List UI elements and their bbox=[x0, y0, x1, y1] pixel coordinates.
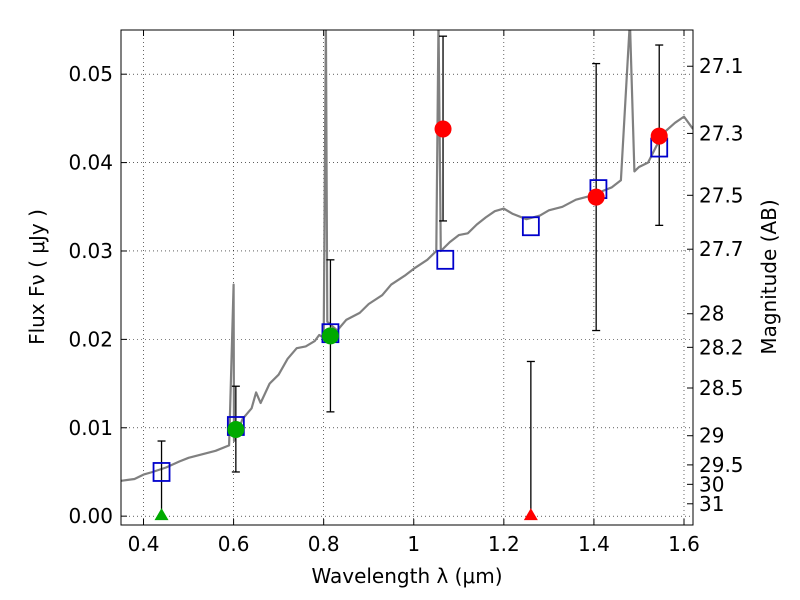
x-axis-label: Wavelength λ (μm) bbox=[311, 564, 502, 588]
right-tick-label: 27.5 bbox=[699, 183, 744, 207]
y-tick-label: 0.05 bbox=[68, 62, 113, 86]
y-tick-label: 0.00 bbox=[68, 504, 113, 528]
model-photometry-square bbox=[436, 249, 455, 270]
grid bbox=[121, 30, 693, 525]
right-tick-label: 27.3 bbox=[699, 121, 744, 145]
x-tick-label: 0.6 bbox=[218, 532, 250, 556]
ticks-layer: 0.4 0.6 0.8 1 1.2 1.4 1.6 0.00 0.01 0.02 0.03 0.04 0… bbox=[68, 30, 744, 556]
model-photometry-square bbox=[521, 216, 540, 237]
marker-layer bbox=[152, 120, 669, 521]
upper-limit-marker bbox=[154, 508, 169, 521]
y-tick-label: 0.02 bbox=[68, 327, 113, 351]
y-tick-label: 0.04 bbox=[68, 151, 113, 175]
model-photometry-square bbox=[152, 462, 171, 482]
right-axis-label: Magnitude (AB) bbox=[757, 199, 781, 354]
right-tick-label: 28 bbox=[699, 302, 724, 326]
x-tick-label: 1 bbox=[407, 532, 420, 556]
plot-area bbox=[121, 30, 693, 525]
photometry-point bbox=[650, 127, 668, 145]
upper-limit-marker bbox=[523, 508, 538, 521]
right-tick-label: 27.7 bbox=[699, 237, 744, 261]
right-tick-label: 27.1 bbox=[699, 54, 744, 78]
right-tick-label: 28.2 bbox=[699, 335, 744, 359]
right-tick-label: 28.5 bbox=[699, 376, 744, 400]
y-tick-label: 0.03 bbox=[68, 239, 113, 263]
x-tick-label: 1.2 bbox=[488, 532, 520, 556]
photometry-point bbox=[227, 421, 245, 439]
x-tick-label: 1.4 bbox=[578, 532, 610, 556]
x-tick-label: 0.8 bbox=[308, 532, 340, 556]
right-tick-label: 30 bbox=[699, 472, 724, 496]
plot-frame bbox=[120, 29, 694, 526]
y-axis-label: Flux Fν ( μJy ) bbox=[25, 209, 49, 345]
photometry-point bbox=[321, 327, 339, 345]
x-tick-label: 0.4 bbox=[128, 532, 160, 556]
right-tick-label: 31 bbox=[699, 492, 724, 516]
photometry-point bbox=[587, 188, 605, 206]
right-tick-label: 29.5 bbox=[699, 453, 744, 477]
photometry-point bbox=[434, 120, 452, 138]
right-tick-label: 29 bbox=[699, 424, 724, 448]
x-tick-label: 1.6 bbox=[668, 532, 700, 556]
y-tick-label: 0.01 bbox=[68, 416, 113, 440]
